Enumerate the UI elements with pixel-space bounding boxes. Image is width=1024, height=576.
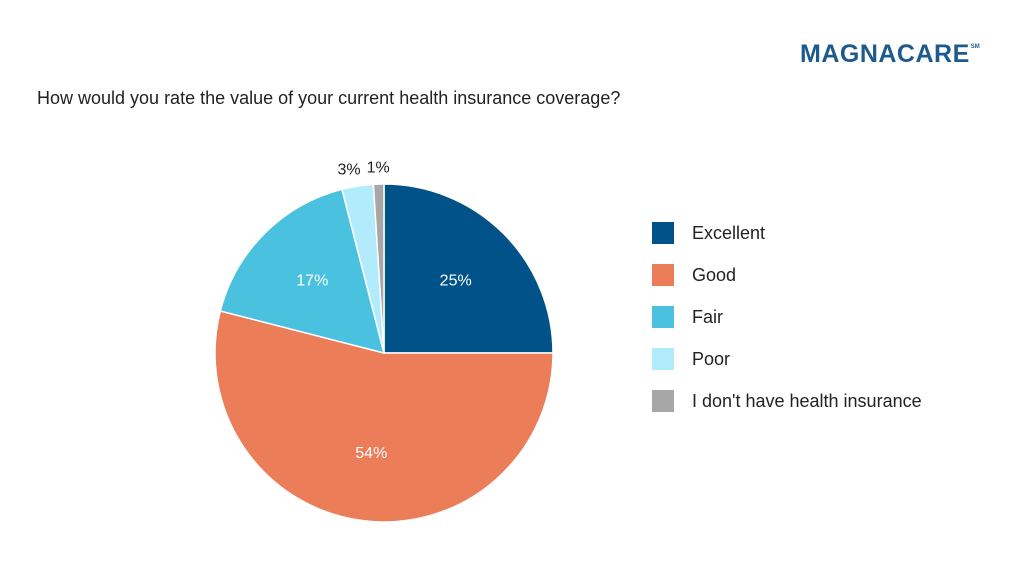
service-mark: SM xyxy=(970,44,980,50)
legend-swatch-poor xyxy=(652,348,674,370)
legend-swatch-excellent xyxy=(652,222,674,244)
pie-slice-fair xyxy=(219,188,386,355)
legend-swatch-no-insurance xyxy=(652,390,674,412)
legend-item-good: Good xyxy=(652,254,922,296)
pie-label-poor: 3% xyxy=(337,161,360,178)
legend-item-excellent: Excellent xyxy=(652,212,922,254)
pie-label-good: 54% xyxy=(355,445,387,462)
pie-slice-good xyxy=(214,310,554,523)
pie-label-fair: 17% xyxy=(296,273,328,290)
pie-label-no-insurance: 1% xyxy=(367,159,390,176)
legend-item-fair: Fair xyxy=(652,296,922,338)
pie-slice-excellent xyxy=(383,183,554,354)
chart-legend: Excellent Good Fair Poor I don't have he… xyxy=(652,212,922,422)
brand-logo: MAGNACARESM xyxy=(800,40,980,69)
legend-label-poor: Poor xyxy=(692,348,731,369)
legend-label-no-insurance: I don't have health insurance xyxy=(692,390,922,411)
brand-name: MAGNACARE xyxy=(800,40,970,68)
legend-item-no-insurance: I don't have health insurance xyxy=(652,380,922,422)
pie-slice-no-insurance xyxy=(372,183,385,354)
chart-question: How would you rate the value of your cur… xyxy=(37,88,621,108)
legend-label-good: Good xyxy=(692,264,737,285)
legend-swatch-fair xyxy=(652,306,674,328)
legend-label-fair: Fair xyxy=(692,306,723,327)
legend-item-poor: Poor xyxy=(652,338,922,380)
pie-label-excellent: 25% xyxy=(440,273,472,290)
legend-label-excellent: Excellent xyxy=(692,222,766,243)
legend-swatch-good xyxy=(652,264,674,286)
